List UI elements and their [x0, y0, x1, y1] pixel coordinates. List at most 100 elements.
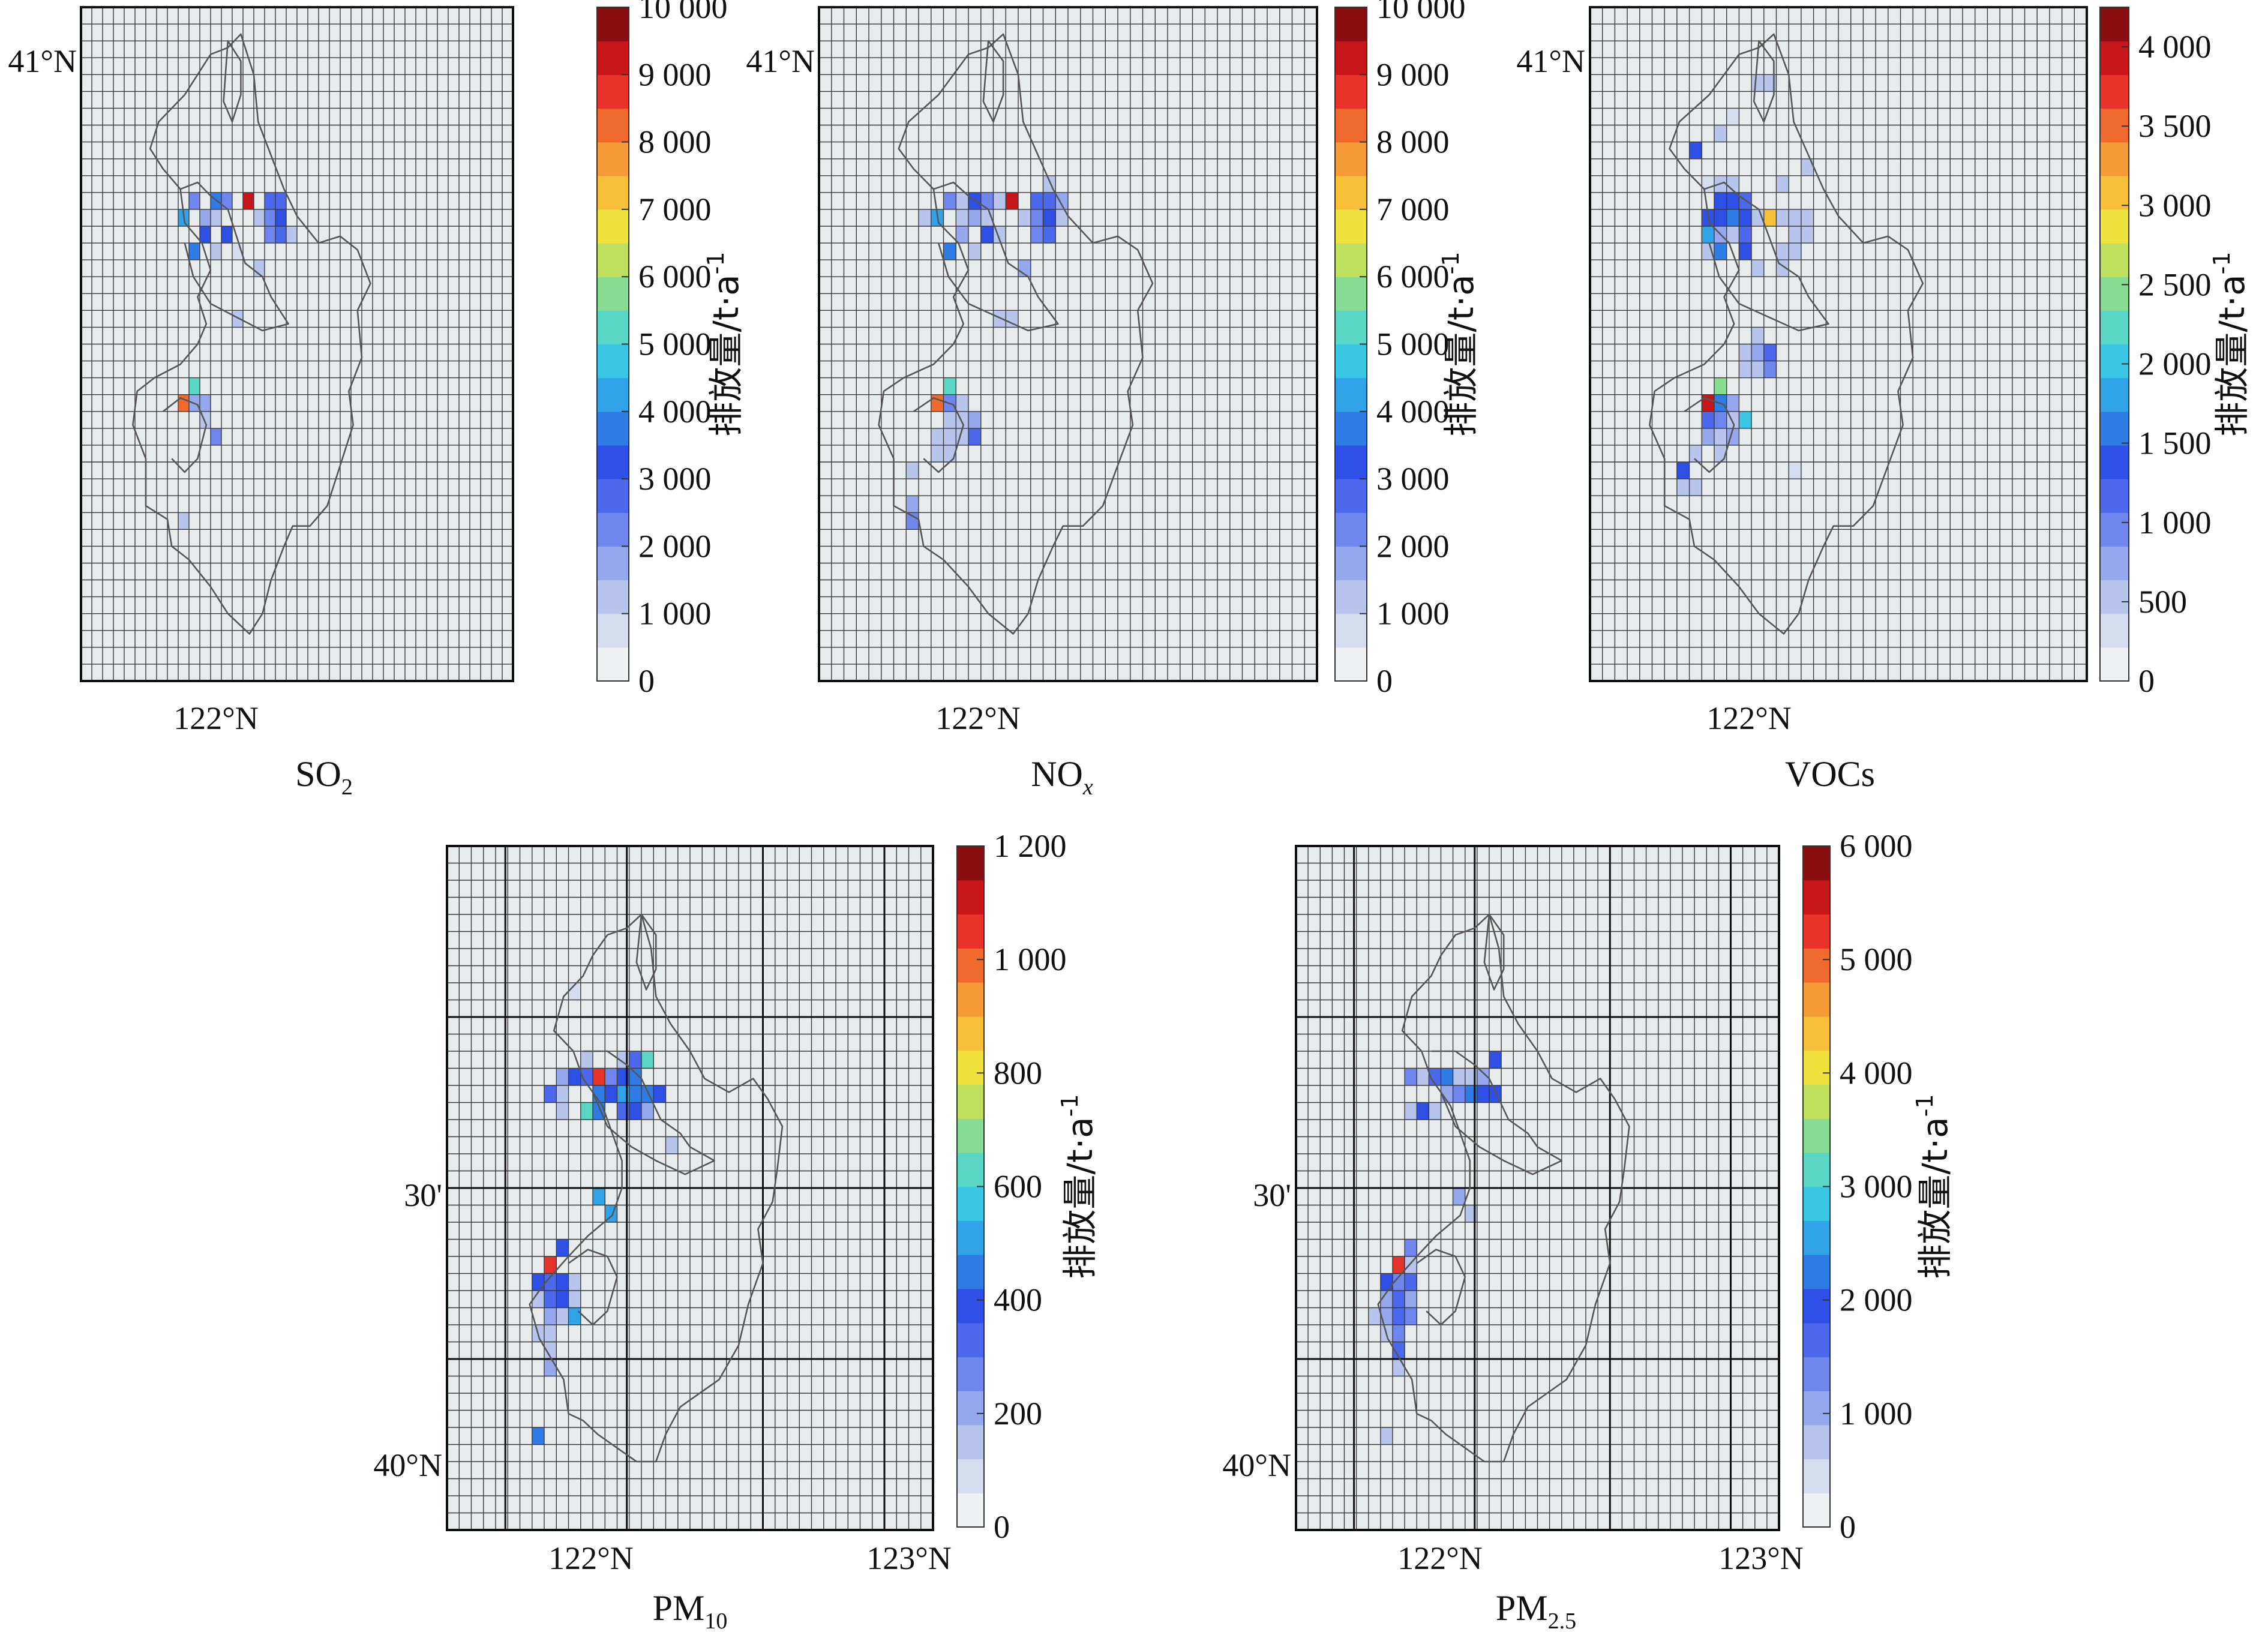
city-outline [913, 397, 964, 473]
colorbar-tick-label: 1 000 [1376, 596, 1450, 632]
emission-cell [178, 394, 189, 412]
emission-cell [919, 209, 931, 226]
emission-cell [265, 226, 275, 244]
emission-cell [1714, 445, 1727, 462]
emission-cell [544, 1291, 557, 1308]
colorbar-swatch [957, 880, 984, 915]
grid-lines [81, 7, 513, 681]
colorbar-tick-label: 0 [2138, 663, 2155, 699]
emission-cell [275, 192, 286, 209]
emission-cell [1043, 209, 1056, 226]
province-outline [529, 913, 784, 1463]
emission-cell [544, 1307, 557, 1325]
colorbar-swatch [1803, 1493, 1830, 1528]
colorbar-swatch [1803, 982, 1830, 1017]
colorbar-swatch [1335, 512, 1367, 547]
emission-cell [1789, 462, 1801, 479]
emission-cell [629, 1085, 642, 1103]
emission-cell [568, 1307, 581, 1325]
panel-title: PM10 [653, 1588, 728, 1632]
colorbar-tick-label: 0 [1840, 1509, 1856, 1545]
panel-pm25: 30' 40°N 122°N 123°N 0 1 000 2 000 3 000 4 000 5 … [1222, 828, 1955, 1632]
longitude-label: 122°N [173, 700, 259, 736]
grid-lines [819, 7, 1317, 681]
emission-cell [593, 1188, 605, 1205]
colorbar-swatch [2100, 445, 2129, 479]
emission-cell [943, 411, 956, 428]
emission-cell [629, 1102, 642, 1120]
colorbar-swatch [1803, 1186, 1830, 1221]
latitude-label: 41°N [746, 43, 815, 79]
colorbar-swatch [957, 1391, 984, 1426]
emission-cell [1739, 344, 1752, 361]
colorbar-swatch [1335, 647, 1367, 682]
colorbar-unit-label: 排放量/t·a-1 [1438, 251, 1481, 436]
emission-cell [1368, 1307, 1381, 1325]
emission-cell [931, 445, 944, 462]
emission-cell [1726, 108, 1739, 125]
emission-cell [1714, 428, 1727, 445]
emission-cell [265, 209, 275, 226]
colorbar-swatch [597, 277, 629, 311]
panel-title-subscript: x [1082, 775, 1093, 800]
emission-cell [200, 226, 211, 244]
emission-cell [1018, 209, 1031, 226]
emission-cell [1393, 1342, 1405, 1359]
emission-cell [189, 243, 200, 260]
colorbar-swatch [1803, 948, 1830, 983]
colorbar-swatch [1335, 546, 1367, 581]
panel-title-main: PM [653, 1588, 705, 1628]
panel-title-main: VOCs [1785, 754, 1875, 794]
emission-cell [1751, 260, 1764, 277]
colorbar-swatch [957, 1084, 984, 1119]
emission-cell [1714, 411, 1727, 428]
emission-cell [1676, 479, 1690, 496]
emission-cell [993, 192, 1006, 209]
colorbar: 0 1 000 2 000 3 000 4 000 5 000 6 000 [1802, 828, 1913, 1545]
emission-cell [641, 1051, 654, 1069]
colorbar-swatch [597, 243, 629, 277]
reservoir-outline [1483, 913, 1505, 991]
latitude-label: 30' [1253, 1177, 1291, 1213]
colorbar-tick-label: 3 000 [1376, 461, 1450, 497]
emission-cell [532, 1273, 545, 1291]
emission-cell [1453, 1188, 1465, 1205]
emission-cell [1477, 1085, 1489, 1103]
colorbar-frame [2099, 7, 2129, 682]
emission-cell [931, 428, 944, 445]
colorbar-unit-main: 排放量/t·a [1915, 1117, 1955, 1279]
emission-cell [993, 310, 1006, 328]
colorbar-tick-label: 4 000 [1840, 1055, 1913, 1091]
colorbar-tick-label: 4 000 [1376, 394, 1450, 430]
emission-cell [189, 377, 200, 395]
emission-cell [1689, 142, 1702, 159]
panel-title: SO2 [295, 754, 353, 800]
city-outline [583, 1050, 715, 1175]
emission-cell [200, 209, 211, 226]
colorbar-swatch [1803, 1424, 1830, 1460]
emission-cell [968, 411, 981, 428]
emission-cell [286, 226, 297, 244]
emission-cell [1676, 462, 1690, 479]
colorbar-swatch [1335, 613, 1367, 648]
colorbar-swatch [597, 310, 629, 345]
emission-cell [1417, 1068, 1429, 1085]
emission-cell [931, 394, 944, 412]
colorbar-tick-label: 5 000 [1376, 326, 1450, 362]
colorbar-tick-label: 3 000 [2138, 187, 2212, 223]
emission-cell [1751, 344, 1764, 361]
emission-cell [956, 192, 969, 209]
colorbar-unit-main: 排放量/t·a [706, 274, 746, 436]
colorbar-swatch [1803, 846, 1830, 881]
emission-cell [1405, 1239, 1417, 1256]
emission-cell [556, 1291, 569, 1308]
colorbar-tick-label: 6 000 [1840, 828, 1913, 864]
longitude-label: 122°N [1397, 1540, 1483, 1576]
colorbar-swatch [2100, 209, 2129, 244]
emission-cell [1751, 327, 1764, 344]
colorbar: 0 500 1 000 1 500 2 000 2 500 3 000 3 500 4 000 [2099, 7, 2212, 699]
city-outline [1684, 397, 1735, 473]
emission-cell [1055, 209, 1069, 226]
emission-cells [1676, 74, 1814, 496]
